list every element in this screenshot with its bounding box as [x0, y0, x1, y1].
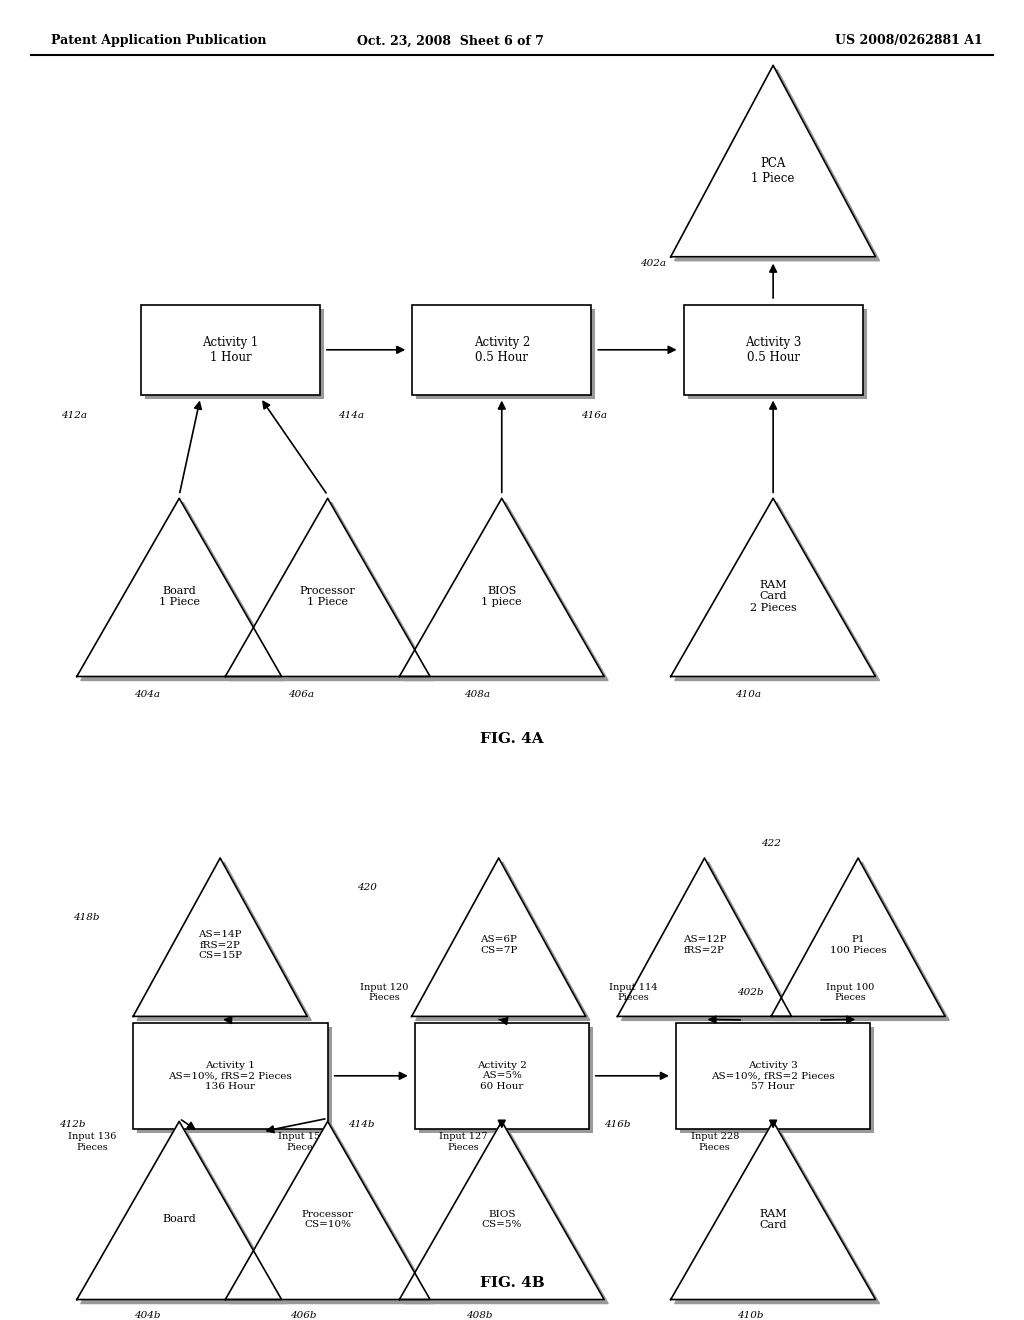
Text: 412b: 412b — [59, 1121, 86, 1129]
Text: FIG. 4B: FIG. 4B — [479, 1276, 545, 1290]
Polygon shape — [141, 305, 319, 395]
Text: 410a: 410a — [735, 690, 761, 700]
Polygon shape — [399, 498, 604, 676]
Polygon shape — [675, 503, 880, 681]
Text: 410b: 410b — [737, 1311, 764, 1320]
Text: Board
1 Piece: Board 1 Piece — [159, 586, 200, 607]
Polygon shape — [403, 1126, 608, 1304]
Polygon shape — [684, 305, 862, 395]
Text: Activity 1
1 Hour: Activity 1 1 Hour — [203, 335, 258, 364]
Text: 404a: 404a — [134, 690, 160, 700]
Polygon shape — [229, 1126, 434, 1304]
Polygon shape — [622, 862, 796, 1020]
Text: 408a: 408a — [464, 690, 489, 700]
Polygon shape — [225, 498, 430, 676]
Polygon shape — [775, 862, 949, 1020]
Text: Input 100
Pieces: Input 100 Pieces — [825, 983, 874, 1002]
Polygon shape — [225, 1121, 430, 1299]
Text: 404b: 404b — [134, 1311, 161, 1320]
Polygon shape — [416, 862, 590, 1020]
Text: Activity 3
0.5 Hour: Activity 3 0.5 Hour — [744, 335, 802, 364]
Polygon shape — [771, 858, 945, 1016]
Polygon shape — [137, 862, 311, 1020]
Text: Input 151
Pieces: Input 151 Pieces — [278, 1133, 327, 1151]
Polygon shape — [675, 1126, 880, 1304]
Polygon shape — [77, 1121, 282, 1299]
Text: Processor
CS=10%: Processor CS=10% — [302, 1209, 353, 1229]
Polygon shape — [419, 1027, 593, 1133]
Polygon shape — [676, 1023, 870, 1129]
Polygon shape — [133, 1023, 328, 1129]
Polygon shape — [617, 858, 792, 1016]
Text: Input 114
Pieces: Input 114 Pieces — [608, 983, 657, 1002]
Text: 406b: 406b — [290, 1311, 316, 1320]
Text: 402b: 402b — [737, 989, 764, 997]
Text: 418b: 418b — [73, 912, 99, 921]
Polygon shape — [137, 1027, 332, 1133]
Text: Board: Board — [163, 1214, 196, 1225]
Text: 414b: 414b — [348, 1121, 375, 1129]
Polygon shape — [229, 503, 434, 681]
Text: BIOS
CS=5%: BIOS CS=5% — [481, 1209, 522, 1229]
Text: 420: 420 — [356, 883, 377, 892]
Polygon shape — [81, 503, 286, 681]
Text: P1
100 Pieces: P1 100 Pieces — [829, 936, 887, 954]
Text: BIOS
1 piece: BIOS 1 piece — [481, 586, 522, 607]
Polygon shape — [671, 65, 876, 256]
Text: RAM
Card
2 Pieces: RAM Card 2 Pieces — [750, 579, 797, 612]
Text: AS=12P
fRS=2P: AS=12P fRS=2P — [683, 936, 726, 954]
Text: AS=14P
fRS=2P
CS=15P: AS=14P fRS=2P CS=15P — [199, 931, 242, 960]
Polygon shape — [680, 1027, 874, 1133]
Polygon shape — [675, 70, 880, 261]
Text: Input 120
Pieces: Input 120 Pieces — [359, 983, 409, 1002]
Polygon shape — [671, 498, 876, 676]
Polygon shape — [412, 858, 586, 1016]
Text: Patent Application Publication: Patent Application Publication — [51, 34, 266, 48]
Text: Activity 2
0.5 Hour: Activity 2 0.5 Hour — [474, 335, 529, 364]
Text: Input 127
Pieces: Input 127 Pieces — [438, 1133, 487, 1151]
Polygon shape — [687, 309, 866, 399]
Polygon shape — [399, 1121, 604, 1299]
Text: Activity 1
AS=10%, fRS=2 Pieces
136 Hour: Activity 1 AS=10%, fRS=2 Pieces 136 Hour — [169, 1061, 292, 1090]
Text: 414a: 414a — [338, 412, 364, 420]
Text: FIG. 4A: FIG. 4A — [480, 733, 544, 746]
Polygon shape — [671, 1121, 876, 1299]
Text: 422: 422 — [761, 838, 781, 847]
Text: 406a: 406a — [288, 690, 313, 700]
Text: 408b: 408b — [466, 1311, 493, 1320]
Text: PCA
1 Piece: PCA 1 Piece — [752, 157, 795, 185]
Polygon shape — [144, 309, 324, 399]
Text: 402a: 402a — [640, 260, 666, 268]
Text: Activity 2
AS=5%
60 Hour: Activity 2 AS=5% 60 Hour — [477, 1061, 526, 1090]
Text: Processor
1 Piece: Processor 1 Piece — [300, 586, 355, 607]
Text: US 2008/0262881 A1: US 2008/0262881 A1 — [836, 34, 983, 48]
Polygon shape — [415, 1023, 589, 1129]
Polygon shape — [416, 309, 595, 399]
Text: 416b: 416b — [604, 1121, 631, 1129]
Text: 416a: 416a — [581, 412, 606, 420]
Text: 412a: 412a — [61, 412, 87, 420]
Text: Input 228
Pieces: Input 228 Pieces — [690, 1133, 739, 1151]
Polygon shape — [412, 305, 591, 395]
Text: Oct. 23, 2008  Sheet 6 of 7: Oct. 23, 2008 Sheet 6 of 7 — [357, 34, 544, 48]
Text: AS=6P
CS=7P: AS=6P CS=7P — [480, 936, 517, 954]
Text: RAM
Card: RAM Card — [760, 1209, 786, 1230]
Polygon shape — [81, 1126, 286, 1304]
Polygon shape — [77, 498, 282, 676]
Polygon shape — [403, 503, 608, 681]
Text: Activity 3
AS=10%, fRS=2 Pieces
57 Hour: Activity 3 AS=10%, fRS=2 Pieces 57 Hour — [712, 1061, 835, 1090]
Polygon shape — [133, 858, 307, 1016]
Text: Input 136
Pieces: Input 136 Pieces — [68, 1133, 117, 1151]
